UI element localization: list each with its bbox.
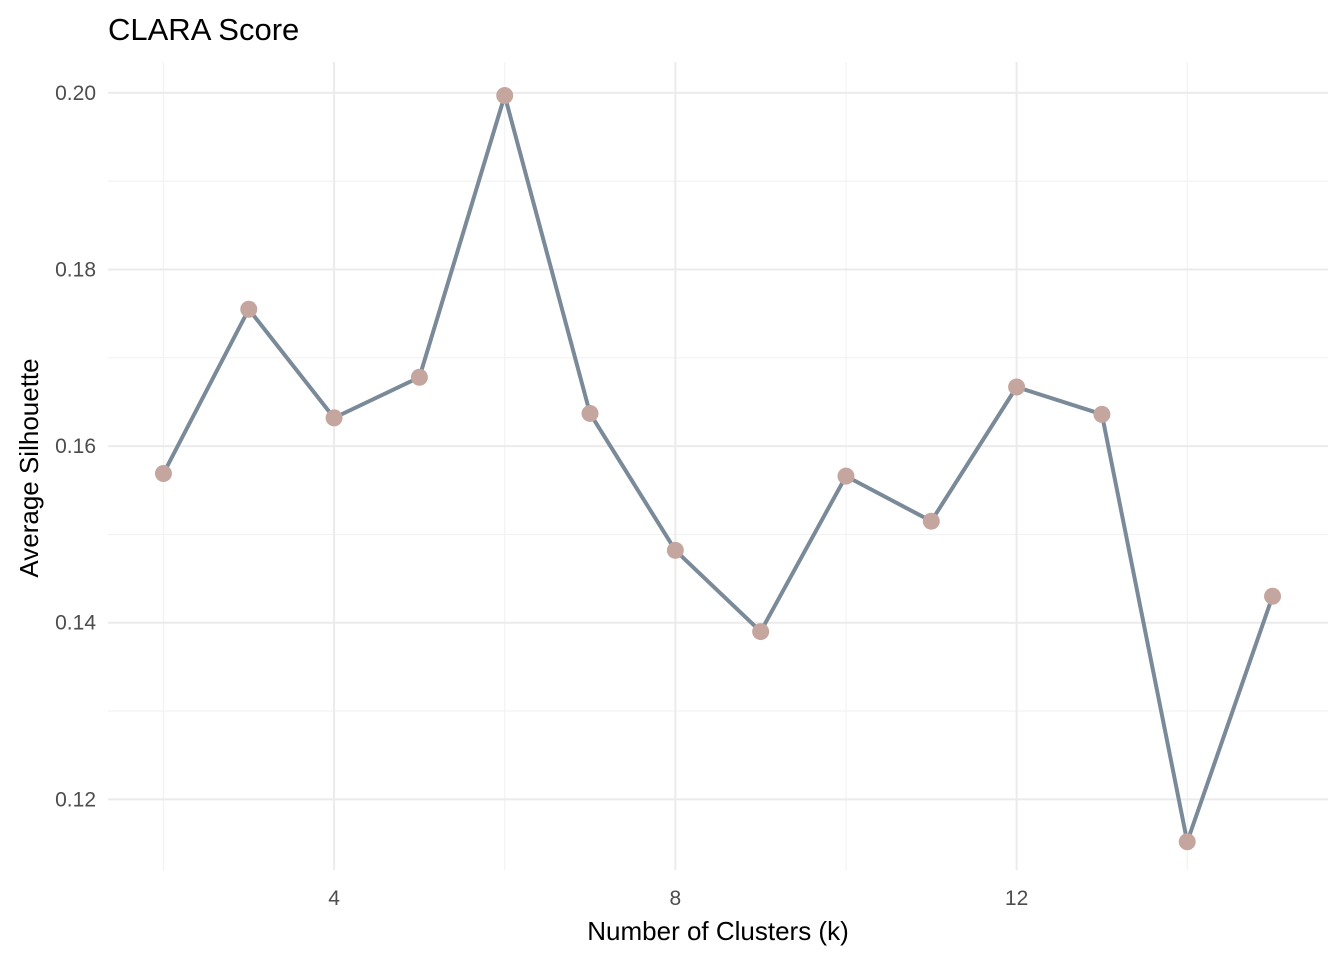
y-tick-label: 0.20 [55, 82, 96, 105]
x-axis-ticks: 4 8 12 [328, 887, 1028, 910]
grid-lines [108, 62, 1328, 870]
y-axis-ticks: 0.12 0.14 0.16 0.18 0.20 [55, 82, 96, 811]
data-point [581, 404, 599, 422]
data-point [240, 300, 258, 318]
x-tick-label: 4 [328, 887, 340, 910]
y-tick-label: 0.18 [55, 259, 96, 282]
y-tick-label: 0.16 [55, 435, 96, 458]
data-point [1264, 587, 1282, 605]
x-tick-label: 12 [1005, 887, 1028, 910]
data-point [1178, 833, 1196, 851]
y-tick-label: 0.14 [55, 612, 96, 635]
x-axis-title: Number of Clusters (k) [587, 916, 849, 946]
data-point [666, 541, 684, 559]
y-axis-title: Average Silhouette [14, 358, 44, 577]
chart-title: CLARA Score [108, 12, 299, 47]
x-tick-label: 8 [669, 887, 681, 910]
data-point [1008, 378, 1026, 396]
data-point [922, 512, 940, 530]
data-point [1093, 405, 1111, 423]
data-point [752, 623, 770, 641]
data-point [496, 87, 514, 105]
y-tick-label: 0.12 [55, 788, 96, 811]
series-layer [154, 87, 1282, 851]
series-line [161, 93, 1275, 844]
data-point [154, 465, 172, 483]
data-point [325, 409, 343, 427]
data-point [837, 467, 855, 485]
data-point [410, 368, 428, 386]
